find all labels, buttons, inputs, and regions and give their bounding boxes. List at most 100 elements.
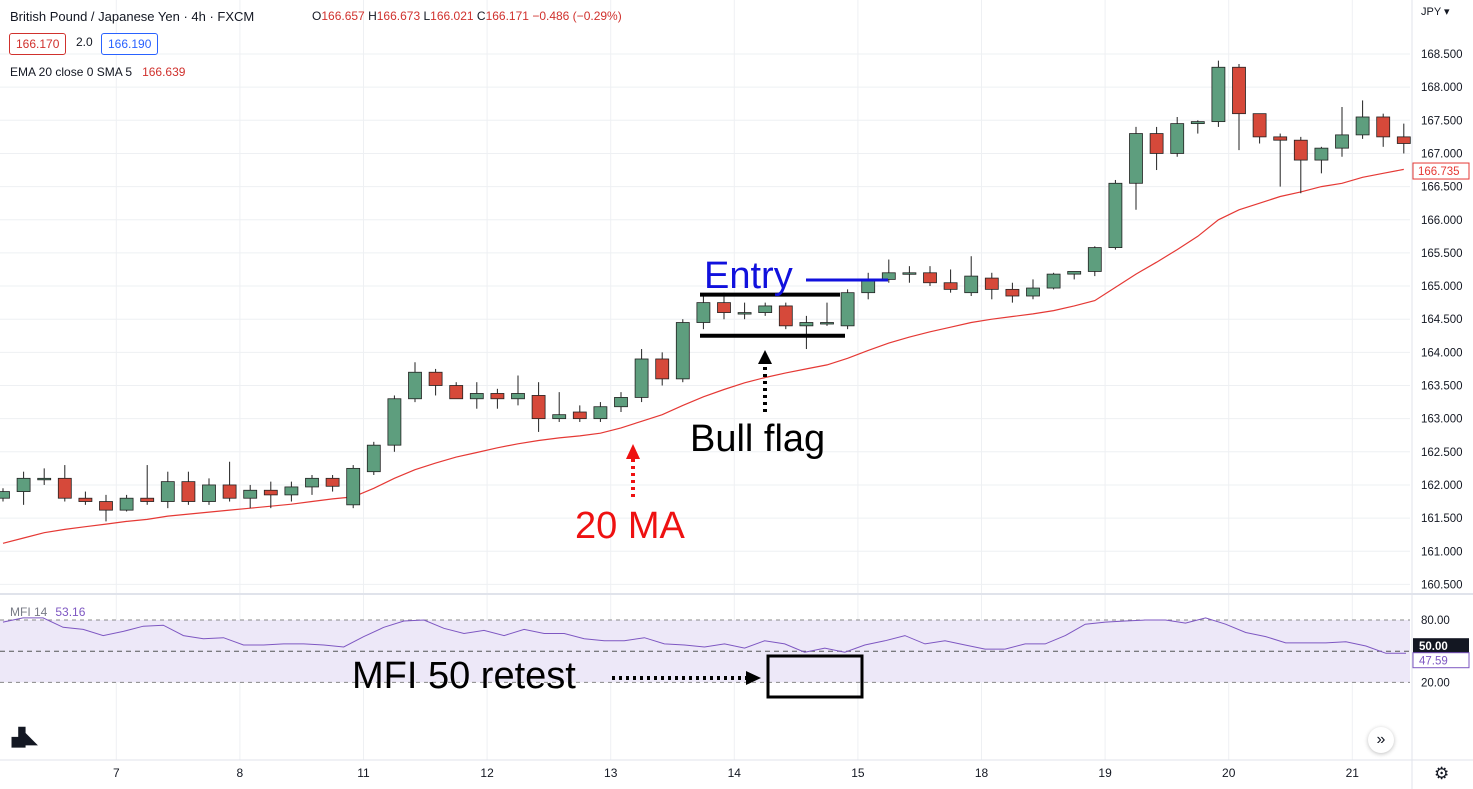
bull-candle	[1129, 126, 1143, 210]
annotations: Entry Bull flag 20 MA MFI 50 retest	[352, 255, 888, 699]
bear-candle	[717, 292, 731, 320]
candle-body	[984, 277, 999, 290]
candle-body	[758, 305, 773, 313]
candle-body	[160, 481, 175, 502]
candle-body	[16, 477, 31, 492]
candle-body	[675, 322, 690, 380]
bull-candle	[881, 259, 896, 283]
candle-body	[1026, 287, 1040, 297]
time-tick-label: 18	[975, 766, 989, 780]
price-tick-label: 160.500	[1421, 579, 1463, 591]
mfi-middle-tag	[1413, 638, 1469, 654]
candle-body	[1273, 136, 1288, 141]
bear-candle	[923, 266, 937, 287]
time-tick-label: 12	[480, 766, 494, 780]
bull-candle	[737, 302, 752, 320]
bear-candle	[181, 471, 196, 505]
price-tick-label: 164.000	[1421, 347, 1463, 359]
bull-candle	[0, 488, 10, 502]
ma-arrow-head	[626, 444, 640, 459]
candle-body	[1108, 182, 1123, 248]
bull-candle	[593, 402, 608, 422]
bull-candle	[861, 272, 876, 300]
candle-body	[387, 398, 402, 446]
ema-20-line	[2, 168, 1404, 544]
price-tick-label: 168.500	[1421, 49, 1463, 61]
bear-candle	[490, 388, 505, 409]
change-value: −0.486 (−0.29%)	[532, 9, 622, 23]
bear-candle	[1396, 123, 1411, 154]
mfi-retest-box	[766, 654, 864, 699]
time-tick-label: 15	[851, 766, 865, 780]
ema-legend[interactable]: EMA 20 close 0 SMA 5 166.639	[10, 65, 185, 79]
candle-body	[840, 292, 855, 327]
currency-menu[interactable]: JPY ▾	[1421, 5, 1450, 18]
candle-body	[1376, 116, 1391, 138]
bull-candle	[511, 375, 525, 406]
ma-label: 20 MA	[575, 505, 685, 547]
candle-body	[593, 406, 608, 420]
price-tick-label: 167.500	[1421, 115, 1463, 127]
mfi-retest-label: MFI 50 retest	[352, 655, 576, 697]
bull-candle	[37, 468, 52, 485]
bull-candle	[634, 349, 649, 403]
gear-icon[interactable]: ⚙	[1434, 764, 1450, 783]
candle-body	[0, 491, 10, 499]
price-tick-label: 168.000	[1421, 82, 1463, 94]
ema-price-tag-label: 166.735	[1418, 166, 1460, 178]
bear-candle	[57, 465, 72, 502]
bear-candle	[531, 382, 546, 432]
bear-candle	[1273, 133, 1288, 187]
bear-candle	[778, 302, 793, 330]
bear-candle	[78, 491, 93, 505]
bear-candle	[655, 352, 670, 386]
candle-body	[469, 393, 484, 400]
candle-body	[696, 302, 711, 323]
candle-body	[1232, 66, 1246, 115]
candle-body	[37, 477, 52, 481]
candle-body	[634, 358, 649, 398]
bear-candle	[1149, 126, 1164, 171]
mfi-arrow-head	[746, 671, 761, 685]
candles	[0, 60, 1411, 522]
bull-candle	[964, 256, 979, 296]
bear-candle	[140, 465, 155, 505]
bear-candle	[943, 269, 958, 293]
tradingview-logo[interactable]: ▟◣	[12, 728, 37, 747]
bull-candle	[305, 475, 319, 495]
close-value: 166.171	[485, 9, 529, 23]
bear-candle	[1252, 113, 1267, 144]
candle-body	[655, 358, 670, 380]
price-tick-label: 165.000	[1421, 281, 1463, 293]
bull-candle	[799, 315, 814, 350]
bull-candle	[284, 481, 299, 502]
bull-candle	[820, 302, 834, 326]
candle-body	[1087, 247, 1102, 272]
mfi-layer	[2, 617, 1406, 654]
candle-body	[346, 467, 361, 506]
price-tick-label: 161.000	[1421, 546, 1463, 558]
sell-price-button[interactable]: 166.170	[9, 33, 67, 55]
bull-candle	[346, 465, 361, 509]
candle-body	[1335, 134, 1349, 149]
bull-candle	[1211, 60, 1226, 127]
bull-candle	[408, 362, 422, 403]
buy-price-button[interactable]: 166.190	[101, 33, 159, 55]
candle-body	[1046, 273, 1061, 289]
candle-body	[408, 371, 422, 400]
mfi-legend[interactable]: MFI 14 53.16	[10, 605, 85, 619]
candle-body	[717, 302, 731, 313]
time-tick-label: 21	[1346, 766, 1360, 780]
candle-body	[799, 322, 814, 327]
candle-body	[366, 444, 381, 473]
double-chevron-right-icon[interactable]: »	[1368, 727, 1394, 753]
bear-candle	[572, 405, 587, 422]
low-value: 166.021	[430, 9, 474, 23]
candle-body	[78, 497, 93, 502]
symbol-title[interactable]: British Pound / Japanese Yen · 4h · FXCM	[10, 9, 255, 24]
bear-candle	[325, 475, 340, 492]
bear-candle	[1005, 282, 1020, 303]
bull-candle	[758, 302, 773, 316]
mfi-legend-label: MFI 14	[10, 605, 48, 619]
bull-candle	[1355, 100, 1370, 139]
